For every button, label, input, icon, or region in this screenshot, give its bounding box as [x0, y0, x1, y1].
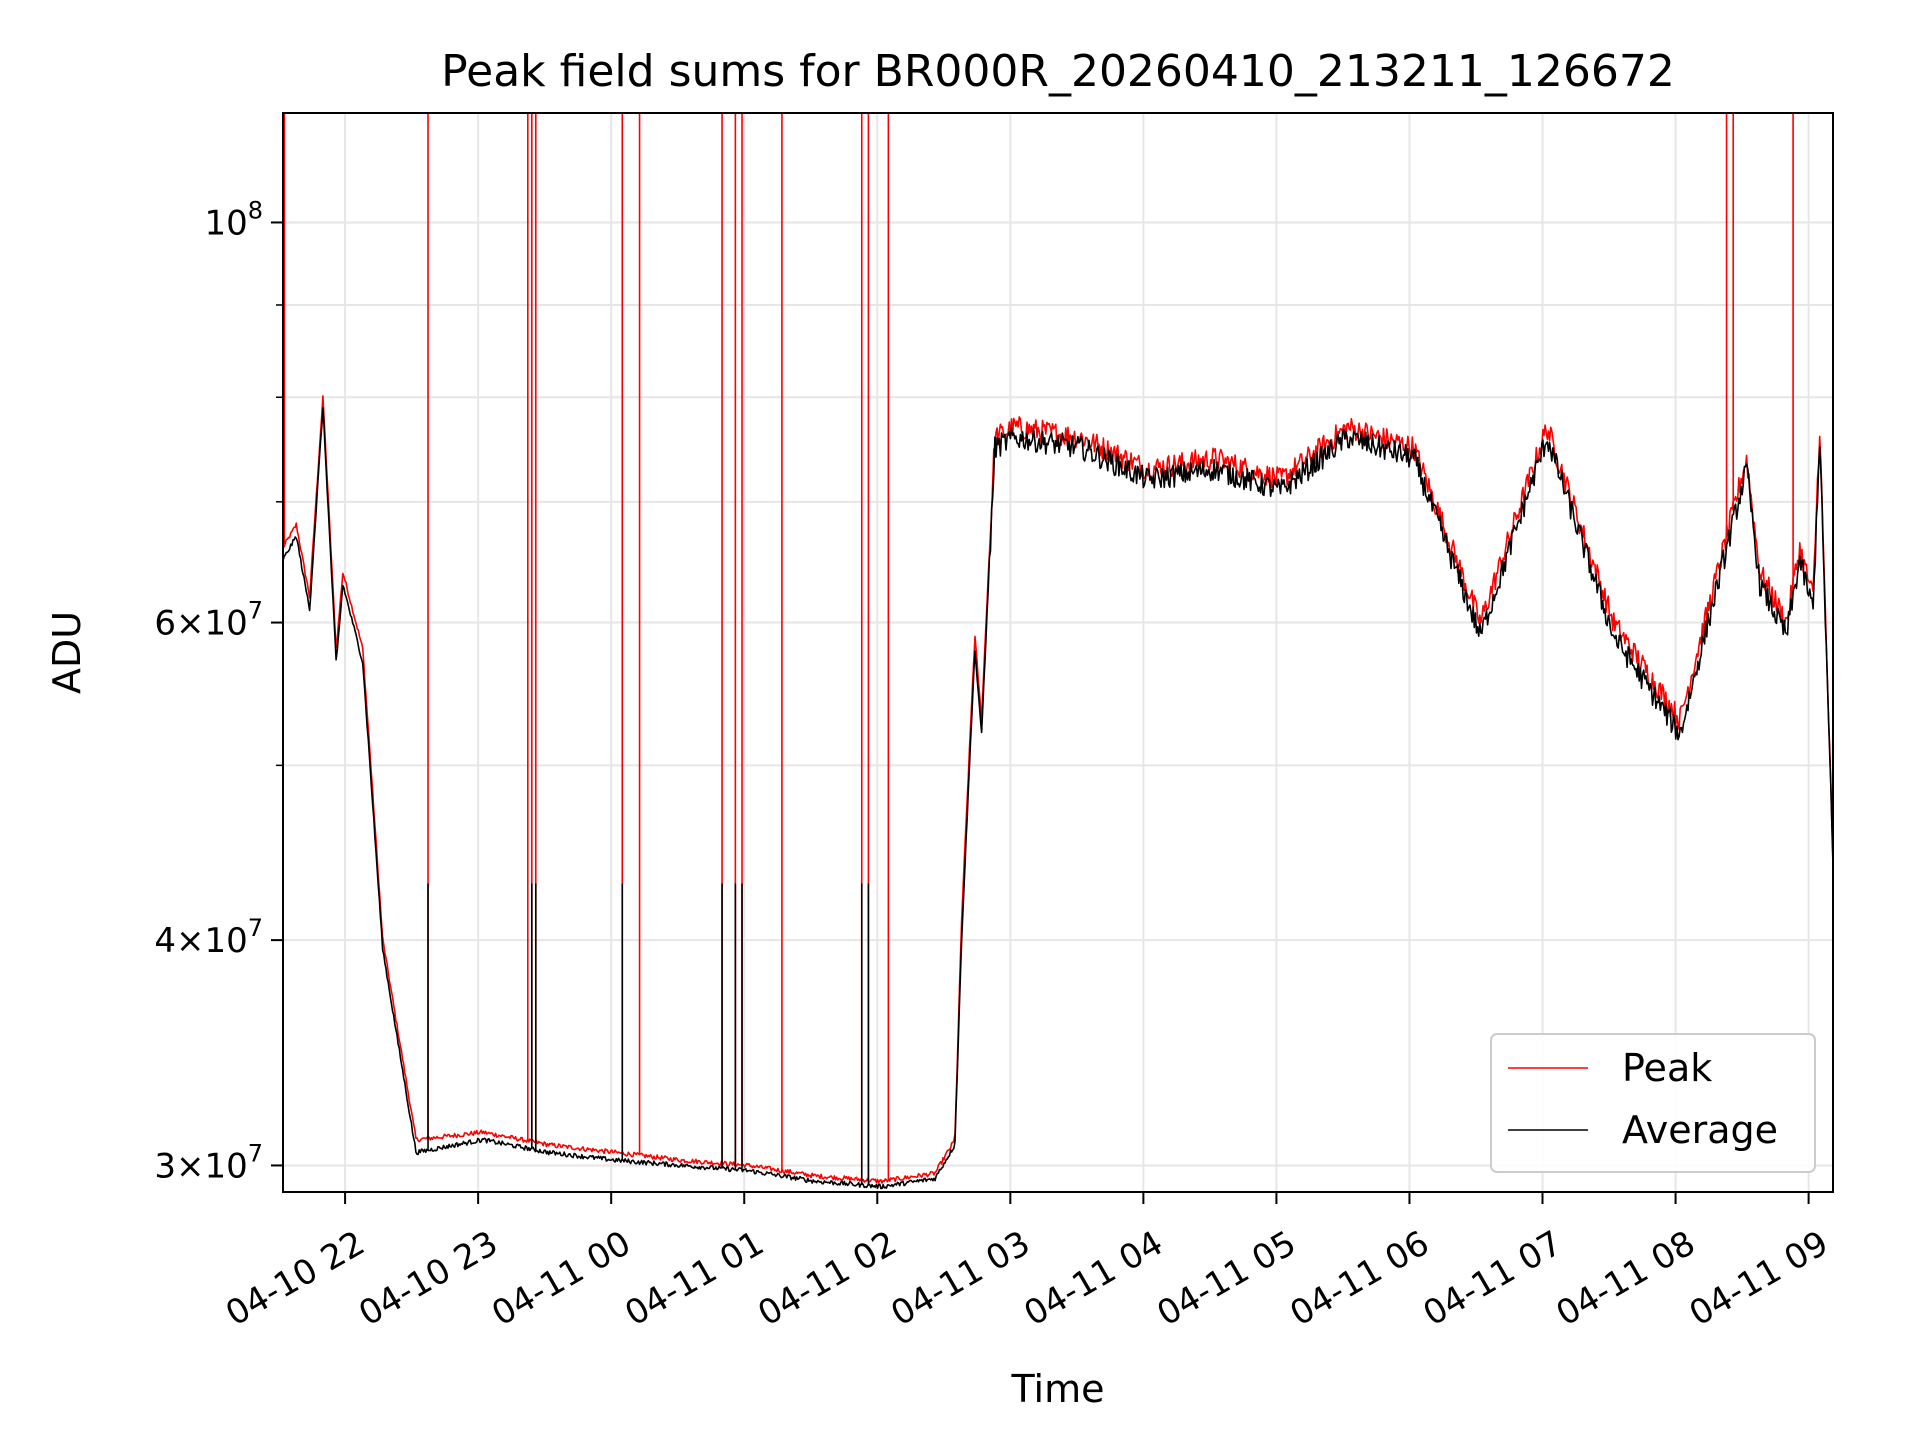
y-tick-exponent: 7	[248, 1139, 263, 1167]
y-tick-exponent: 7	[248, 597, 263, 625]
series-layer	[282, 113, 1834, 1190]
legend-label-average: Average	[1622, 1108, 1778, 1152]
y-axis-title: ADU	[45, 611, 89, 694]
y-tick-label: 4×107	[154, 914, 263, 961]
plot-frame	[282, 112, 1834, 1193]
y-tick-base: 10	[204, 921, 247, 961]
y-tick-base: 10	[204, 203, 247, 243]
y-tick-mantissa: 6×	[154, 604, 204, 644]
chart-title: Peak field sums for BR000R_20260410_2132…	[441, 46, 1675, 97]
y-tick-mantissa: 4×	[154, 921, 204, 961]
y-tick-base: 10	[204, 604, 247, 644]
y-tick-label: 6×107	[154, 597, 263, 644]
series-line-average	[282, 407, 1834, 1190]
legend-label-peak: Peak	[1622, 1046, 1712, 1090]
x-axis-title: Time	[1011, 1367, 1105, 1411]
y-tick-exponent: 7	[248, 914, 263, 942]
y-tick-label: 108	[204, 196, 263, 243]
y-tick-base: 10	[204, 1146, 247, 1186]
y-tick-label: 3×107	[154, 1139, 263, 1186]
y-tick-mantissa: 3×	[154, 1146, 204, 1186]
y-tick-exponent: 8	[248, 196, 263, 224]
legend: Peak Average	[1490, 1033, 1816, 1173]
